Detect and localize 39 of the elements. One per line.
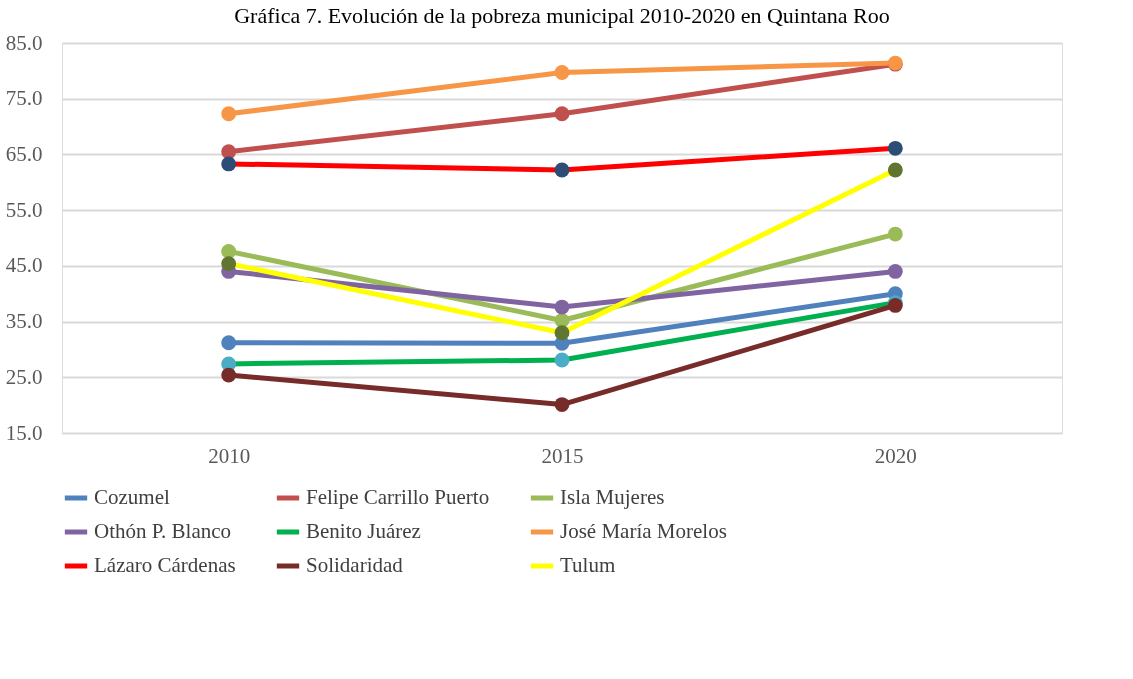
point [554, 106, 570, 122]
point [554, 162, 570, 178]
point [554, 65, 570, 80]
y-tick-label: 45.0 [5, 253, 43, 278]
legend-label: Felipe Carrillo Puerto [306, 485, 490, 509]
point [221, 156, 237, 172]
y-tick-label: 15.0 [5, 420, 43, 445]
legend-label: Cozumel [94, 485, 170, 509]
point [887, 264, 903, 279]
point [887, 162, 903, 178]
point [554, 352, 570, 368]
point [221, 256, 237, 272]
y-tick-label: 35.0 [5, 309, 43, 334]
legend-label: Othón P. Blanco [94, 519, 232, 543]
point [221, 335, 237, 351]
point [221, 106, 237, 122]
point [887, 140, 903, 156]
y-tick-label: 85.0 [5, 30, 43, 55]
y-tick-label: 25.0 [5, 364, 43, 389]
x-tick-label: 2010 [208, 443, 251, 468]
point [887, 226, 903, 242]
point [554, 325, 570, 341]
point [554, 397, 570, 412]
legend-label: Tulum [560, 553, 616, 577]
y-tick-label: 75.0 [5, 86, 43, 111]
x-tick-label: 2020 [874, 443, 917, 468]
chart-title: Gráfica 7. Evolución de la pobreza municipal 2010-2020 en Quintana Roo [234, 3, 890, 28]
legend-label: Lázaro Cárdenas [94, 553, 236, 577]
y-tick-label: 65.0 [5, 141, 43, 166]
y-tick-label: 55.0 [5, 197, 43, 222]
legend-label: Solidaridad [306, 553, 404, 577]
legend-label: José María Morelos [560, 519, 727, 543]
point [221, 144, 237, 160]
point [221, 367, 237, 383]
x-tick-label: 2015 [541, 443, 584, 468]
point [221, 243, 237, 259]
legend-label: Benito Juárez [306, 519, 421, 543]
point [554, 299, 570, 315]
legend-label: Isla Mujeres [560, 485, 665, 509]
